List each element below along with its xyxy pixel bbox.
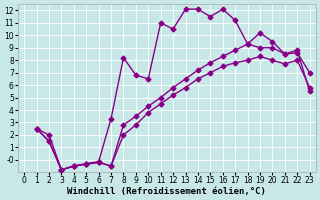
X-axis label: Windchill (Refroidissement éolien,°C): Windchill (Refroidissement éolien,°C) xyxy=(68,187,266,196)
